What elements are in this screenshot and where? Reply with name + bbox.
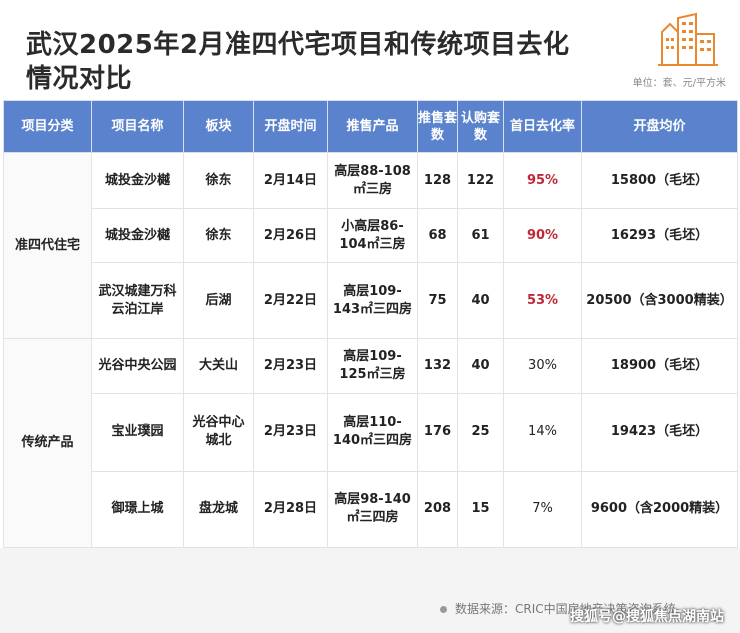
table-row: 城投金沙樾 徐东 2月26日 小高层86-104㎡三房 68 61 90% 16… xyxy=(4,208,738,264)
data-source: 数据来源：CRIC中国房地产决策咨询系统 xyxy=(440,600,676,617)
footer-band xyxy=(0,548,740,633)
product-cell: 小高层86-104㎡三房 xyxy=(327,208,418,264)
category-cell: 传统产品 xyxy=(3,338,92,548)
product-cell: 高层109-143㎡三四房 xyxy=(327,262,418,340)
subscribed-cell: 40 xyxy=(457,338,504,394)
table-row: 宝业璞园 光谷中心城北 2月23日 高层110-140㎡三四房 176 25 1… xyxy=(4,392,738,472)
rate-cell: 53% xyxy=(503,262,582,340)
price-cell: 9600（含2000精装） xyxy=(581,470,738,549)
supply-cell: 68 xyxy=(417,208,458,264)
subscribed-cell: 122 xyxy=(457,151,504,210)
supply-cell: 208 xyxy=(417,470,458,549)
project-name-cell: 武汉城建万科云泊江岸 xyxy=(91,262,184,340)
project-name-cell: 城投金沙樾 xyxy=(91,208,184,264)
col-header-subscribed: 认购套数 xyxy=(457,100,504,153)
project-name-cell: 城投金沙樾 xyxy=(91,151,184,210)
subscribed-cell: 61 xyxy=(457,208,504,264)
price-cell: 18900（毛坯） xyxy=(581,338,738,394)
price-cell: 19423（毛坯） xyxy=(581,392,738,472)
area-cell: 后湖 xyxy=(183,262,254,340)
area-cell: 光谷中心城北 xyxy=(183,392,254,472)
table-row: 武汉城建万科云泊江岸 后湖 2月22日 高层109-143㎡三四房 75 40 … xyxy=(4,262,738,340)
open-date-cell: 2月23日 xyxy=(253,392,328,472)
rate-cell: 95% xyxy=(503,151,582,210)
title-line-2: 情况对比 xyxy=(26,64,133,94)
watermark: 搜狐号@搜狐焦点湖南站 xyxy=(570,609,724,625)
product-cell: 高层98-140㎡三四房 xyxy=(327,470,418,549)
col-header-price: 开盘均价 xyxy=(581,100,738,153)
title-line-1: 武汉2025年2月准四代宅项目和传统项目去化 xyxy=(26,30,570,60)
building-icon xyxy=(658,12,718,66)
open-date-cell: 2月28日 xyxy=(253,470,328,549)
project-name-cell: 宝业璞园 xyxy=(91,392,184,472)
price-cell: 16293（毛坯） xyxy=(581,208,738,264)
table-row: 御璟上城 盘龙城 2月28日 高层98-140㎡三四房 208 15 7% 96… xyxy=(4,470,738,549)
rate-cell: 30% xyxy=(503,338,582,394)
table-row: 传统产品 光谷中央公园 大关山 2月23日 高层109-125㎡三房 132 4… xyxy=(3,338,738,548)
supply-cell: 176 xyxy=(417,392,458,472)
rate-cell: 7% xyxy=(503,470,582,549)
area-cell: 徐东 xyxy=(183,151,254,210)
table-row: 准四代住宅 城投金沙樾 徐东 2月14日 高层88-108㎡三房 128 122… xyxy=(3,151,738,340)
product-cell: 高层109-125㎡三房 xyxy=(327,338,418,394)
rate-cell: 90% xyxy=(503,208,582,264)
data-table: 项目分类 项目名称 板块 开盘时间 推售产品 推售套数 认购套数 首日去化率 开… xyxy=(3,100,738,549)
col-header-rate: 首日去化率 xyxy=(503,100,582,153)
product-cell: 高层88-108㎡三房 xyxy=(327,151,418,210)
bullet-dot-icon xyxy=(440,606,447,613)
col-header-supply: 推售套数 xyxy=(417,100,458,153)
open-date-cell: 2月26日 xyxy=(253,208,328,264)
rate-cell: 14% xyxy=(503,392,582,472)
subscribed-cell: 15 xyxy=(457,470,504,549)
page-title: 武汉2025年2月准四代宅项目和传统项目去化 情况对比 xyxy=(26,28,626,96)
data-source-text: 数据来源：CRIC中国房地产决策咨询系统 xyxy=(455,602,676,616)
subscribed-cell: 40 xyxy=(457,262,504,340)
table-header-row: 项目分类 项目名称 板块 开盘时间 推售产品 推售套数 认购套数 首日去化率 开… xyxy=(3,100,738,153)
col-header-open-date: 开盘时间 xyxy=(253,100,328,153)
price-cell: 15800（毛坯） xyxy=(581,151,738,210)
col-header-category: 项目分类 xyxy=(3,100,92,153)
product-cell: 高层110-140㎡三四房 xyxy=(327,392,418,472)
col-header-name: 项目名称 xyxy=(91,100,184,153)
area-cell: 徐东 xyxy=(183,208,254,264)
col-header-product: 推售产品 xyxy=(327,100,418,153)
supply-cell: 128 xyxy=(417,151,458,210)
category-cell: 准四代住宅 xyxy=(3,151,92,340)
supply-cell: 132 xyxy=(417,338,458,394)
open-date-cell: 2月22日 xyxy=(253,262,328,340)
open-date-cell: 2月23日 xyxy=(253,338,328,394)
open-date-cell: 2月14日 xyxy=(253,151,328,210)
supply-cell: 75 xyxy=(417,262,458,340)
unit-label: 单位：套、元/平方米 xyxy=(632,78,726,89)
area-cell: 盘龙城 xyxy=(183,470,254,549)
price-cell: 20500（含3000精装） xyxy=(581,262,738,340)
project-name-cell: 光谷中央公园 xyxy=(91,338,184,394)
subscribed-cell: 25 xyxy=(457,392,504,472)
project-name-cell: 御璟上城 xyxy=(91,470,184,549)
area-cell: 大关山 xyxy=(183,338,254,394)
col-header-area: 板块 xyxy=(183,100,254,153)
